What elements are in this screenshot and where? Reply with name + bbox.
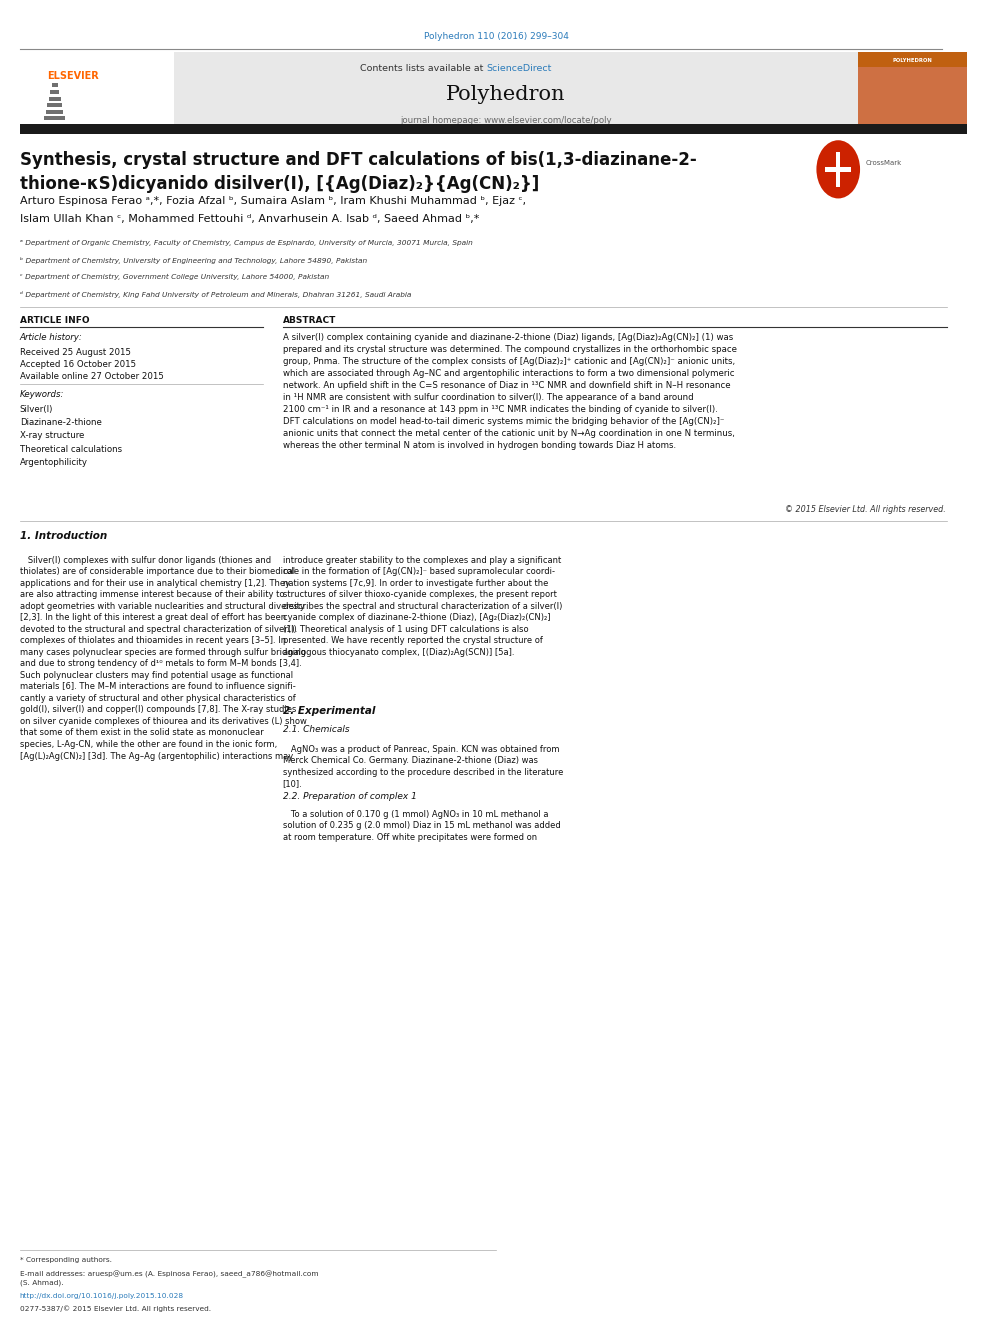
Text: A silver(I) complex containing cyanide and diazinane-2-thione (Diaz) ligands, [A: A silver(I) complex containing cyanide a… bbox=[283, 333, 737, 450]
Text: Received 25 August 2015: Received 25 August 2015 bbox=[20, 348, 131, 357]
Bar bbox=[47, 103, 62, 107]
Text: To a solution of 0.170 g (1 mmol) AgNO₃ in 10 mL methanol a
solution of 0.235 g : To a solution of 0.170 g (1 mmol) AgNO₃ … bbox=[283, 810, 560, 841]
Text: introduce greater stability to the complexes and play a significant
role in the : introduce greater stability to the compl… bbox=[283, 556, 562, 656]
Bar bbox=[52, 83, 58, 87]
Bar bbox=[825, 167, 851, 172]
Text: AgNO₃ was a product of Panreac, Spain. KCN was obtained from
Merck Chemical Co. : AgNO₃ was a product of Panreac, Spain. K… bbox=[283, 745, 563, 789]
Text: Polyhedron 110 (2016) 299–304: Polyhedron 110 (2016) 299–304 bbox=[424, 32, 568, 41]
Text: Diazinane-2-thione: Diazinane-2-thione bbox=[20, 418, 102, 427]
Text: CrossMark: CrossMark bbox=[866, 160, 903, 165]
Text: 1. Introduction: 1. Introduction bbox=[20, 531, 107, 541]
Bar bbox=[836, 152, 840, 187]
Text: Arturo Espinosa Ferao ᵃ,*, Fozia Afzal ᵇ, Sumaira Aslam ᵇ, Iram Khushi Muhammad : Arturo Espinosa Ferao ᵃ,*, Fozia Afzal ᵇ… bbox=[20, 196, 526, 206]
Text: ᵈ Department of Chemistry, King Fahd University of Petroleum and Minerals, Dhahr: ᵈ Department of Chemistry, King Fahd Uni… bbox=[20, 291, 412, 298]
Text: Contents lists available at: Contents lists available at bbox=[360, 64, 486, 73]
Bar bbox=[20, 52, 174, 124]
Text: ScienceDirect: ScienceDirect bbox=[486, 64, 552, 73]
Text: http://dx.doi.org/10.1016/j.poly.2015.10.028: http://dx.doi.org/10.1016/j.poly.2015.10… bbox=[20, 1293, 184, 1299]
Text: * Corresponding authors.: * Corresponding authors. bbox=[20, 1257, 112, 1263]
Text: ᵃ Department of Organic Chemistry, Faculty of Chemistry, Campus de Espinardo, Un: ᵃ Department of Organic Chemistry, Facul… bbox=[20, 239, 472, 246]
Circle shape bbox=[816, 140, 860, 198]
Text: Article history:: Article history: bbox=[20, 333, 82, 343]
Text: ABSTRACT: ABSTRACT bbox=[283, 316, 336, 325]
Text: Islam Ullah Khan ᶜ, Mohammed Fettouhi ᵈ, Anvarhusein A. Isab ᵈ, Saeed Ahmad ᵇ,*: Islam Ullah Khan ᶜ, Mohammed Fettouhi ᵈ,… bbox=[20, 214, 479, 225]
Text: journal homepage: www.elsevier.com/locate/poly: journal homepage: www.elsevier.com/locat… bbox=[400, 116, 612, 126]
Text: Keywords:: Keywords: bbox=[20, 390, 64, 400]
Bar bbox=[20, 52, 858, 124]
Text: 2. Experimental: 2. Experimental bbox=[283, 706, 375, 717]
Text: POLYHEDRON: POLYHEDRON bbox=[893, 58, 932, 64]
Text: Accepted 16 October 2015: Accepted 16 October 2015 bbox=[20, 360, 136, 369]
Bar bbox=[858, 52, 967, 124]
Text: Silver(I): Silver(I) bbox=[20, 405, 54, 414]
Bar bbox=[20, 124, 967, 134]
Text: 0277-5387/© 2015 Elsevier Ltd. All rights reserved.: 0277-5387/© 2015 Elsevier Ltd. All right… bbox=[20, 1306, 211, 1312]
Text: Polyhedron: Polyhedron bbox=[446, 85, 565, 103]
Text: X-ray structure: X-ray structure bbox=[20, 431, 84, 441]
Text: ELSEVIER: ELSEVIER bbox=[48, 71, 99, 82]
Text: © 2015 Elsevier Ltd. All rights reserved.: © 2015 Elsevier Ltd. All rights reserved… bbox=[785, 505, 945, 515]
Text: Available online 27 October 2015: Available online 27 October 2015 bbox=[20, 372, 164, 381]
Bar bbox=[49, 97, 61, 101]
Text: thione-κS)dicyanido disilver(I), [{Ag(Diaz)₂}{Ag(CN)₂}]: thione-κS)dicyanido disilver(I), [{Ag(Di… bbox=[20, 175, 539, 193]
Bar bbox=[46, 110, 63, 114]
Bar bbox=[44, 116, 65, 120]
Text: Argentophilicity: Argentophilicity bbox=[20, 458, 88, 467]
Bar bbox=[858, 67, 967, 124]
Text: Synthesis, crystal structure and DFT calculations of bis(1,3-diazinane-2-: Synthesis, crystal structure and DFT cal… bbox=[20, 151, 696, 169]
Text: ᵇ Department of Chemistry, University of Engineering and Technology, Lahore 5489: ᵇ Department of Chemistry, University of… bbox=[20, 257, 367, 263]
Bar bbox=[50, 90, 60, 94]
Text: 2.1. Chemicals: 2.1. Chemicals bbox=[283, 725, 349, 734]
Text: Silver(I) complexes with sulfur donor ligands (thiones and
thiolates) are of con: Silver(I) complexes with sulfur donor li… bbox=[20, 556, 307, 761]
Text: ᶜ Department of Chemistry, Government College University, Lahore 54000, Pakistan: ᶜ Department of Chemistry, Government Co… bbox=[20, 274, 329, 280]
Text: 2.2. Preparation of complex 1: 2.2. Preparation of complex 1 bbox=[283, 792, 417, 802]
Text: E-mail addresses: aruesp@um.es (A. Espinosa Ferao), saeed_a786@hotmail.com
(S. A: E-mail addresses: aruesp@um.es (A. Espin… bbox=[20, 1270, 318, 1286]
Text: ARTICLE INFO: ARTICLE INFO bbox=[20, 316, 89, 325]
Text: Theoretical calculations: Theoretical calculations bbox=[20, 445, 122, 454]
